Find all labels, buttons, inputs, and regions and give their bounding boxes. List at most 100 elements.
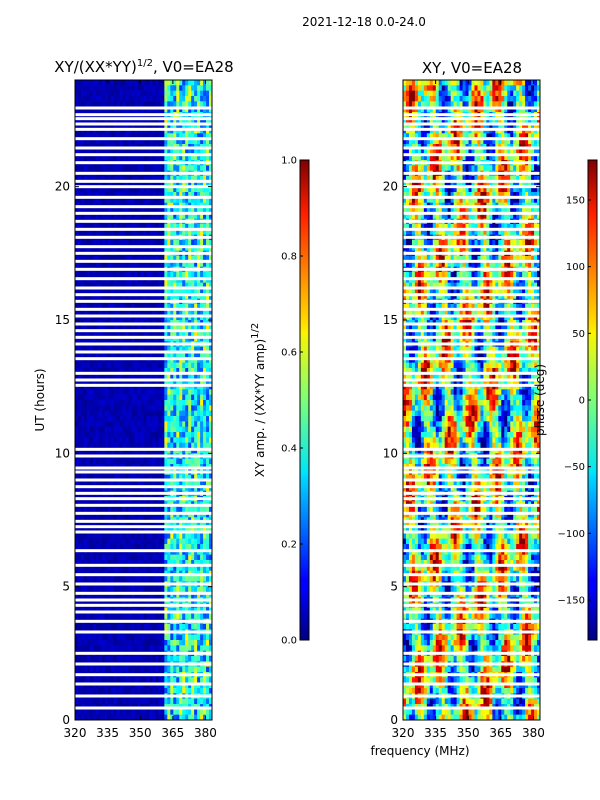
heatmap-cell — [80, 613, 85, 620]
heatmap-cell — [134, 613, 138, 620]
heatmap-cell — [101, 154, 106, 161]
heatmap-cell — [200, 405, 204, 412]
heatmap-cell — [206, 213, 210, 220]
heatmap-cell — [77, 586, 82, 593]
heatmap-cell — [110, 389, 115, 396]
heatmap-cell — [110, 448, 115, 454]
heatmap-cell — [137, 421, 141, 428]
heatmap-cell — [170, 293, 174, 300]
heatmap-cell — [80, 442, 85, 449]
heatmap-cell — [179, 133, 183, 140]
heatmap-cell — [128, 346, 132, 353]
heatmap-cell — [146, 442, 150, 449]
heatmap-cell — [146, 448, 150, 454]
heatmap-cell — [143, 261, 147, 268]
heatmap-cell — [104, 330, 109, 337]
heatmap-cell — [140, 336, 144, 342]
heatmap-cell — [200, 410, 204, 417]
heatmap-cell — [83, 389, 88, 396]
heatmap-cell — [158, 304, 162, 310]
heatmap-cell — [164, 213, 168, 220]
heatmap-cell — [164, 309, 168, 316]
heatmap-cell — [194, 240, 198, 246]
heatmap-cell — [191, 421, 195, 428]
heatmap-cell — [110, 213, 115, 220]
heatmap-cell — [75, 154, 79, 161]
heatmap-cell — [92, 645, 97, 652]
heatmap-cell — [107, 368, 112, 374]
heatmap-cell — [161, 394, 165, 401]
heatmap-cell — [89, 576, 94, 582]
heatmap-cell — [146, 544, 150, 550]
heatmap-cell — [98, 480, 103, 486]
heatmap-cell — [101, 405, 106, 412]
heatmap-cell — [134, 554, 138, 561]
heatmap-cell — [75, 576, 79, 582]
heatmap-cell — [95, 325, 100, 332]
heatmap-cell — [209, 368, 212, 374]
heatmap-cell — [137, 133, 141, 140]
heatmap-cell — [152, 213, 156, 220]
heatmap-cell — [137, 554, 141, 561]
heatmap-cell — [119, 293, 124, 300]
heatmap-cell — [182, 272, 186, 278]
heatmap-cell — [191, 410, 195, 417]
heatmap-cell — [122, 576, 127, 582]
heatmap-cell — [179, 480, 183, 486]
heatmap-cell — [173, 282, 177, 289]
heatmap-cell — [143, 586, 147, 593]
heatmap-cell — [143, 336, 147, 342]
heatmap-cell — [137, 128, 141, 134]
heatmap-cell — [143, 645, 147, 652]
heatmap-cell — [128, 538, 132, 545]
heatmap-cell — [161, 565, 165, 572]
heatmap-cell — [89, 154, 94, 161]
heatmap-cell — [83, 122, 88, 129]
heatmap-cell — [155, 90, 159, 97]
heatmap-cell — [77, 192, 82, 198]
heatmap-cell — [75, 480, 79, 486]
heatmap-cell — [203, 282, 207, 289]
heatmap-cell — [203, 309, 207, 316]
heatmap-cell — [146, 128, 150, 134]
heatmap-cell — [89, 117, 94, 124]
heatmap-cell — [101, 437, 106, 444]
heatmap-cell — [110, 256, 115, 262]
heatmap-cell — [107, 405, 112, 412]
heatmap-cell — [92, 106, 97, 113]
heatmap-cell — [125, 325, 130, 332]
heatmap-cell — [170, 346, 174, 353]
heatmap-cell — [92, 176, 97, 182]
heatmap-cell — [134, 154, 138, 161]
heatmap-cell — [107, 261, 112, 268]
heatmap-cell — [125, 229, 130, 236]
heatmap-cell — [119, 224, 124, 230]
heatmap-cell — [182, 245, 186, 252]
heatmap-cell — [200, 122, 204, 129]
heatmap-cell — [95, 240, 100, 246]
heatmap-cell — [134, 330, 138, 337]
heatmap-cell — [75, 325, 79, 332]
heatmap-cell — [92, 277, 97, 284]
heatmap-cell — [134, 533, 138, 540]
heatmap-cell — [122, 437, 127, 444]
heatmap-cell — [95, 421, 100, 428]
heatmap-cell — [146, 389, 150, 396]
heatmap-cell — [77, 90, 82, 97]
heatmap-cell — [194, 176, 198, 182]
heatmap-cell — [83, 314, 88, 321]
heatmap-cell — [122, 357, 127, 364]
heatmap-cell — [173, 96, 177, 102]
heatmap-cell — [143, 352, 147, 358]
heatmap-cell — [143, 101, 147, 108]
heatmap-cell — [146, 458, 150, 465]
heatmap-cell — [209, 128, 212, 134]
heatmap-cell — [137, 368, 141, 374]
heatmap-cell — [104, 101, 109, 108]
heatmap-cell — [134, 357, 138, 364]
heatmap-cell — [140, 213, 144, 220]
heatmap-cell — [176, 378, 180, 385]
heatmap-cell — [149, 229, 153, 236]
heatmap-cell — [164, 181, 168, 188]
heatmap-cell — [146, 357, 150, 364]
